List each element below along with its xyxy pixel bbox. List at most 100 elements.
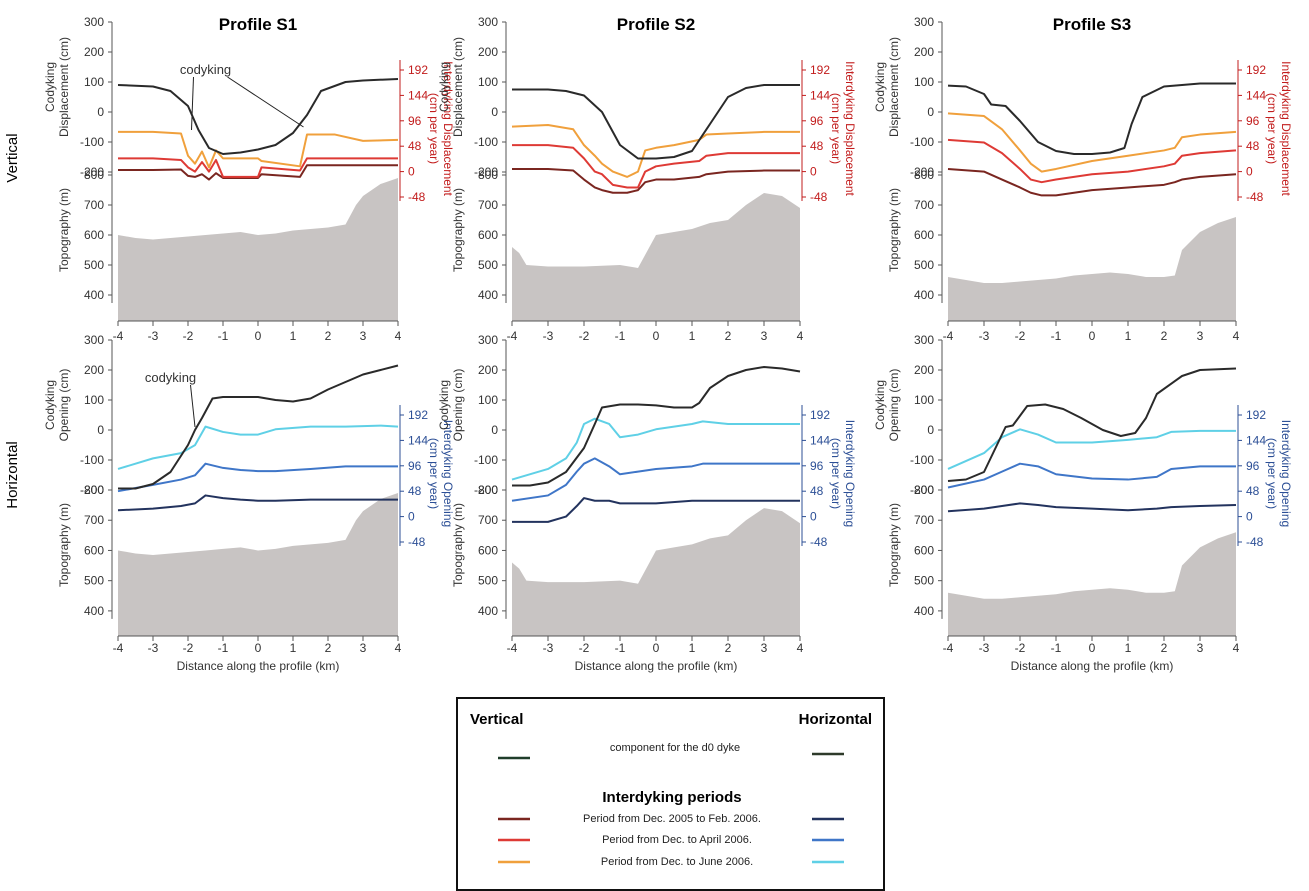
topography-tick-label: 500 — [478, 574, 498, 588]
codyking-ylabel-line1: Codyking — [43, 380, 57, 430]
codyking-tick-label: 0 — [927, 105, 934, 119]
topography-tick-label: 700 — [914, 198, 934, 212]
codyking-tick-label: 200 — [478, 363, 498, 377]
codyking-ylabel-line1: Codyking — [873, 62, 887, 112]
codyking-tick-label: -200 — [910, 483, 934, 497]
x-tick-label: -4 — [507, 329, 518, 343]
interdyking-ylabel-line2: (cm per year) — [427, 438, 441, 509]
codyking-tick-label: -200 — [910, 165, 934, 179]
row-label-vertical: Vertical — [4, 133, 21, 182]
x-tick-label: -2 — [183, 641, 194, 655]
x-tick-label: 2 — [1161, 641, 1168, 655]
codyking-line — [947, 367, 1237, 482]
codyking-tick-label: -200 — [474, 165, 498, 179]
codyking-ylabel-line2: Opening (cm) — [887, 369, 901, 442]
interdyking-series-2 — [947, 138, 1237, 184]
codyking-tick-label: -100 — [910, 453, 934, 467]
x-tick-label: 4 — [1233, 641, 1240, 655]
annotation-arrow — [190, 384, 196, 428]
x-tick-label: 1 — [1125, 329, 1132, 343]
x-tick-label: -3 — [543, 329, 554, 343]
interdyking-series-2 — [511, 457, 800, 502]
x-tick-label: 2 — [725, 329, 732, 343]
panel-S1-horizontal: 3002001000-100-200800700600500400Codykin… — [43, 333, 455, 673]
interdyking-tick-label: 192 — [810, 63, 830, 77]
x-tick-label: 4 — [1233, 329, 1240, 343]
x-tick-label: 2 — [325, 641, 332, 655]
x-tick-label: 0 — [255, 329, 262, 343]
topography-tick-label: 400 — [914, 604, 934, 618]
interdyking-tick-label: 0 — [810, 510, 817, 524]
panel-S2-horizontal: 3002001000-100-200800700600500400Codykin… — [437, 333, 857, 673]
x-tick-label: 1 — [1125, 641, 1132, 655]
interdyking-ylabel-line1: Interdyking Opening — [1279, 420, 1293, 527]
x-tick-label: -4 — [507, 641, 518, 655]
x-tick-label: -2 — [1015, 641, 1026, 655]
x-tick-label: -3 — [979, 329, 990, 343]
interdyking-tick-label: 0 — [408, 165, 415, 179]
panel-S1-vertical: 3002001000-100-200800700600500400Codykin… — [43, 15, 455, 343]
interdyking-series-2 — [947, 462, 1236, 489]
codyking-ylabel-line1: Codyking — [873, 380, 887, 430]
interdyking-tick-label: 48 — [810, 139, 824, 153]
interdyking-series-1 — [512, 167, 800, 194]
interdyking-tick-label: 192 — [1246, 63, 1266, 77]
interdyking-tick-label: 48 — [810, 484, 824, 498]
codyking-tick-label: 300 — [914, 15, 934, 29]
interdyking-tick-label: -48 — [810, 190, 828, 204]
topography-area — [512, 193, 800, 321]
annotation-arrow — [227, 76, 304, 128]
topography-tick-label: 700 — [914, 513, 934, 527]
interdyking-ylabel-line1: Interdyking Displacement — [1279, 61, 1293, 196]
topography-ylabel: Topography (m) — [57, 503, 71, 587]
x-tick-label: -1 — [1051, 641, 1062, 655]
x-tick-label: 0 — [1089, 641, 1096, 655]
interdyking-tick-label: 192 — [408, 408, 428, 422]
interdyking-series-1 — [512, 497, 800, 523]
legend-box — [456, 697, 885, 891]
interdyking-series-2 — [512, 144, 800, 189]
interdyking-tick-label: 144 — [810, 88, 830, 102]
codyking-ylabel-line1: Codyking — [43, 62, 57, 112]
topography-area — [512, 508, 800, 636]
topography-tick-label: 700 — [84, 198, 104, 212]
x-axis-label: Distance along the profile (km) — [1011, 659, 1174, 673]
interdyking-series-3 — [117, 424, 399, 470]
x-tick-label: 1 — [689, 641, 696, 655]
interdyking-series-1 — [117, 494, 398, 512]
topography-tick-label: 600 — [914, 543, 934, 557]
topography-tick-label: 600 — [84, 228, 104, 242]
codyking-tick-label: 200 — [478, 45, 498, 59]
legend-component-text: component for the d0 dyke — [610, 742, 740, 754]
interdyking-tick-label: 144 — [1246, 88, 1266, 102]
topography-tick-label: 400 — [84, 288, 104, 302]
codyking-tick-label: 200 — [84, 363, 104, 377]
codyking-tick-label: 300 — [84, 333, 104, 347]
annotation-arrow — [191, 76, 194, 131]
interdyking-ylabel-line2: (cm per year) — [1265, 93, 1279, 164]
x-tick-label: -2 — [1015, 329, 1026, 343]
codyking-tick-label: -200 — [80, 165, 104, 179]
topography-tick-label: 500 — [914, 258, 934, 272]
topography-tick-label: 800 — [84, 168, 104, 182]
interdyking-series-3 — [947, 112, 1237, 173]
interdyking-tick-label: 0 — [1246, 165, 1253, 179]
codyking-tick-label: 300 — [478, 333, 498, 347]
interdyking-tick-label: 192 — [408, 63, 428, 77]
x-tick-label: 4 — [395, 641, 402, 655]
codyking-tick-label: 0 — [97, 423, 104, 437]
legend: Vertical Horizontal component for the d0… — [456, 697, 885, 891]
topography-tick-label: 800 — [478, 168, 498, 182]
codyking-tick-label: 100 — [914, 393, 934, 407]
x-tick-label: -1 — [615, 641, 626, 655]
interdyking-tick-label: 144 — [408, 88, 428, 102]
x-tick-label: -3 — [148, 641, 159, 655]
x-tick-label: 0 — [255, 641, 262, 655]
x-tick-label: -3 — [979, 641, 990, 655]
topography-tick-label: 600 — [84, 543, 104, 557]
interdyking-tick-label: 0 — [810, 165, 817, 179]
x-tick-label: 1 — [290, 329, 297, 343]
codyking-tick-label: 0 — [491, 105, 498, 119]
x-tick-label: -4 — [113, 641, 124, 655]
x-tick-label: 1 — [689, 329, 696, 343]
